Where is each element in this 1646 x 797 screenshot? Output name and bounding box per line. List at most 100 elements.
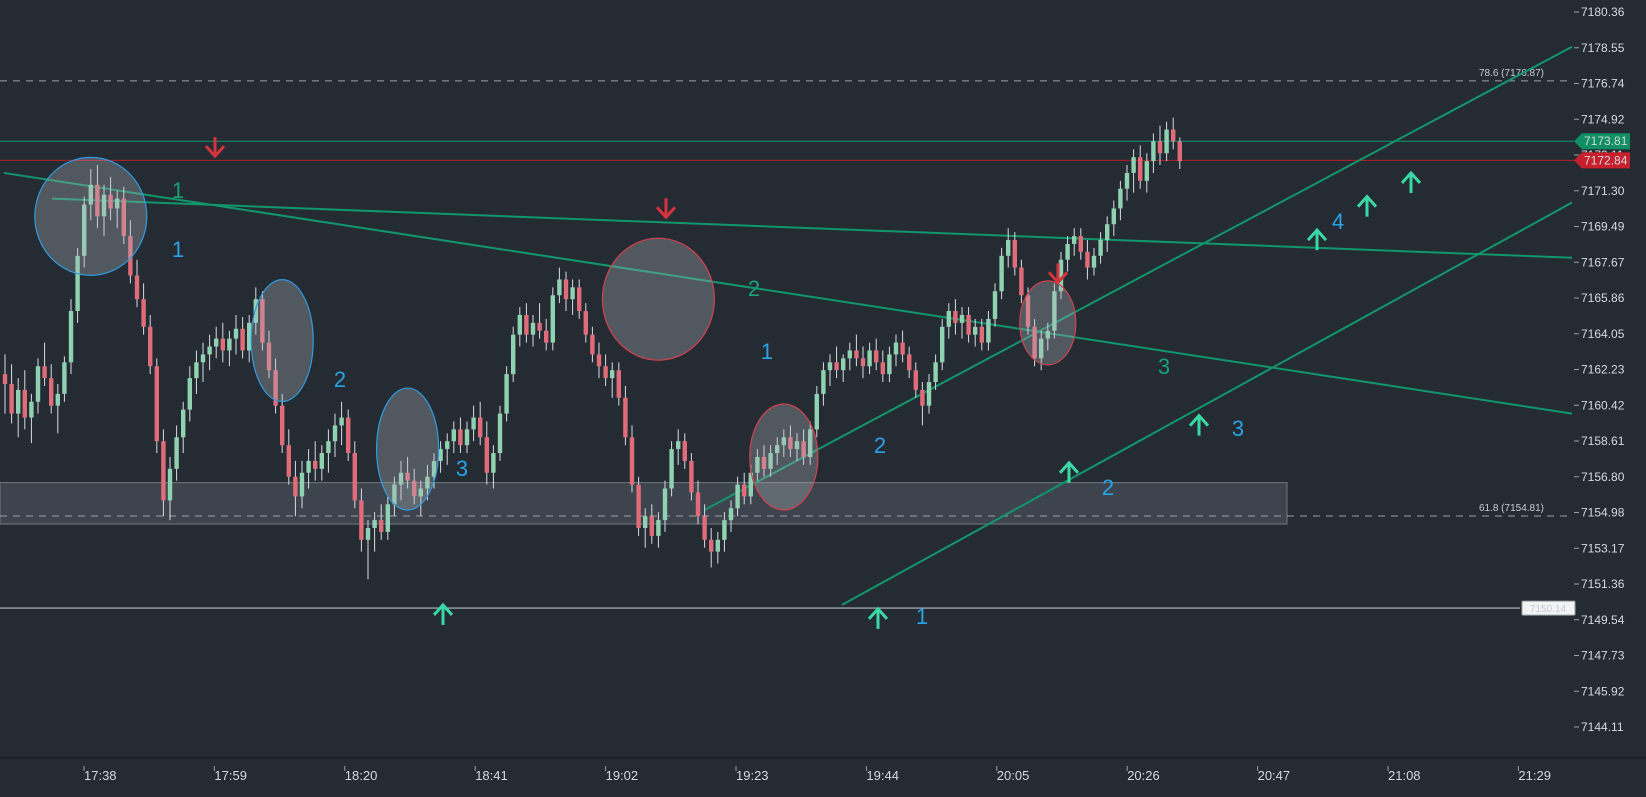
candle xyxy=(134,259,140,308)
candle xyxy=(141,283,146,335)
candle-body xyxy=(973,326,978,335)
candle-body xyxy=(194,362,199,379)
time-tick-label: 21:08 xyxy=(1388,768,1421,783)
candle-body xyxy=(1032,326,1037,359)
candle xyxy=(1157,125,1163,166)
candle-body xyxy=(379,520,384,532)
wave-ellipse[interactable] xyxy=(601,237,716,361)
time-tick-label: 18:41 xyxy=(475,768,508,783)
candle-body xyxy=(900,342,905,355)
time-axis[interactable]: 17:38 17:59 18:20 18:41 19:02 19:23 19:44 20:05… xyxy=(83,766,1551,783)
candle xyxy=(412,468,417,505)
candle-body xyxy=(359,500,364,540)
price-axis[interactable]: 7180.367178.557176.747174.927173.117171.… xyxy=(1574,5,1625,734)
candle xyxy=(68,299,74,375)
candle xyxy=(1052,283,1057,339)
candle xyxy=(874,338,879,371)
buy-arrow-head xyxy=(432,602,454,616)
candle xyxy=(1098,232,1103,264)
price-tick-label: 7149.54 xyxy=(1581,613,1625,627)
candle-body xyxy=(999,255,1004,292)
candle xyxy=(530,314,536,347)
candle xyxy=(860,346,866,379)
candle-body xyxy=(260,299,265,343)
candle xyxy=(728,500,734,532)
wave-ellipse[interactable] xyxy=(250,279,314,403)
candle xyxy=(1032,318,1037,367)
wave-ellipse[interactable] xyxy=(749,403,819,511)
trendline[interactable] xyxy=(703,45,1573,512)
candle xyxy=(755,449,760,481)
candle-body xyxy=(814,393,819,430)
candle xyxy=(880,350,885,383)
trendline[interactable] xyxy=(841,201,1573,606)
buy-arrow-icon xyxy=(867,606,889,629)
candle xyxy=(438,441,443,473)
candle-body xyxy=(240,328,245,351)
candle xyxy=(603,354,608,386)
candle xyxy=(154,358,159,454)
sell-arrow-head xyxy=(204,145,226,159)
candle-body xyxy=(979,326,984,343)
candle-body xyxy=(1164,129,1169,154)
candle-body xyxy=(200,354,206,363)
candle-body xyxy=(953,311,958,323)
candle-body xyxy=(280,405,285,446)
price-tick-label: 7162.23 xyxy=(1581,363,1625,377)
candle xyxy=(286,429,291,485)
candle xyxy=(280,393,285,454)
price-tick-label: 7151.36 xyxy=(1581,577,1625,591)
candle-body xyxy=(1058,259,1064,292)
candle-body xyxy=(867,350,872,367)
candle xyxy=(1025,287,1031,335)
price-tag-text: 7172.84 xyxy=(1584,153,1628,167)
candle-body xyxy=(464,429,470,446)
trendline[interactable] xyxy=(51,197,1573,259)
candle xyxy=(49,364,54,414)
candle-body xyxy=(88,184,93,205)
candle xyxy=(478,401,483,446)
candle xyxy=(742,472,747,505)
fib-level-label: 78.6 (7176.87) xyxy=(1479,68,1544,79)
candle xyxy=(128,220,133,284)
price-tick-label: 7145.92 xyxy=(1581,684,1625,698)
candle xyxy=(933,354,938,390)
candle-body xyxy=(610,370,615,379)
candle xyxy=(524,303,529,343)
price-tick-label: 7158.61 xyxy=(1581,434,1625,448)
candle-body xyxy=(504,374,509,414)
wave-ellipses[interactable] xyxy=(34,156,1077,511)
candle xyxy=(405,456,410,489)
trendlines[interactable] xyxy=(3,12,1573,606)
candle xyxy=(167,456,173,521)
buy-arrow-head xyxy=(867,606,889,620)
candle xyxy=(867,342,872,375)
candle-body xyxy=(220,338,225,351)
candle xyxy=(596,342,602,379)
candle-body xyxy=(524,314,529,335)
candle xyxy=(649,504,654,544)
candle xyxy=(273,358,278,414)
price-tag-text: 7173.81 xyxy=(1584,134,1628,148)
wave-label: 1 xyxy=(916,604,928,629)
candle-body xyxy=(29,401,34,418)
candle xyxy=(953,299,958,335)
candle xyxy=(563,271,569,312)
candle-body xyxy=(821,370,826,394)
candle-body xyxy=(1091,255,1097,268)
wave-ellipse[interactable] xyxy=(376,387,440,511)
buy-arrow-icon xyxy=(1306,227,1328,251)
candle-body xyxy=(742,484,747,497)
candle-body xyxy=(306,460,311,473)
candle-body xyxy=(42,366,47,379)
candle-body xyxy=(735,484,740,509)
wave-ellipse[interactable] xyxy=(1019,280,1077,366)
trendline[interactable] xyxy=(3,171,1573,415)
price-tick-label: 7147.73 xyxy=(1581,649,1625,663)
candle-body xyxy=(702,516,707,540)
price-tags: 7173.81 7172.84 7150.14 xyxy=(1521,133,1630,616)
wave-ellipse[interactable] xyxy=(34,156,148,276)
candle-body xyxy=(1151,141,1156,162)
